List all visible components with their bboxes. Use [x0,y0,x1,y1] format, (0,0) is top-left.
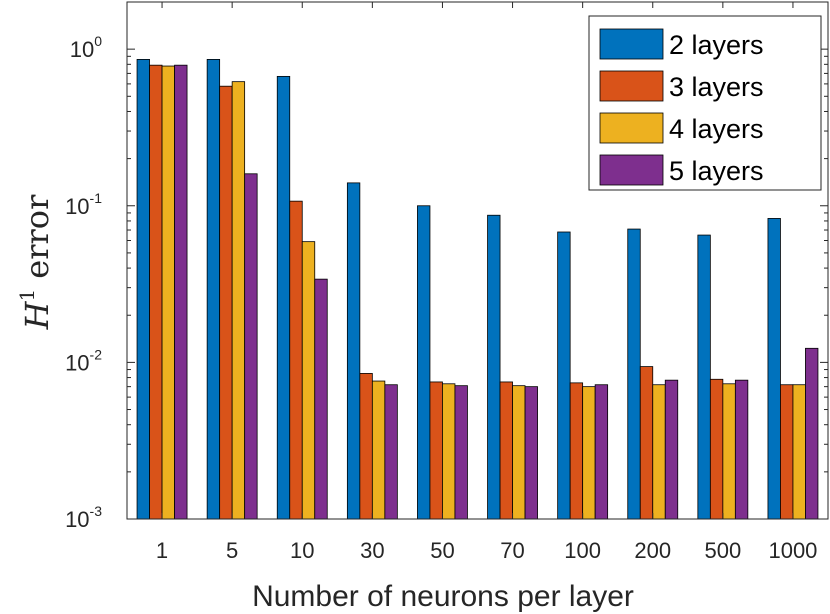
bar-5-layers-500 [734,379,749,520]
y-axis-label-rest: error [18,194,56,279]
bar-4-layers-50 [442,383,456,520]
x-tick-label: 30 [360,538,384,563]
legend-label-2-layers: 2 layers [669,30,764,60]
y-tick-exponent: -3 [90,503,103,519]
x-tick-label: 10 [290,538,314,563]
y-tick-exponent: -2 [90,346,103,362]
x-tick-labels: 1 5 10 30 50 70 100 200 500 1000 [156,538,818,563]
bar-3-layers-100 [569,382,584,520]
y-tick-exponent: 0 [94,33,102,49]
bar-2-layers-50 [417,205,431,520]
legend: 2 layers 3 layers 4 layers 5 layers [588,15,822,191]
bar-5-layers-10 [314,278,328,520]
bar-4-layers-70 [512,385,526,520]
y-tick-label: 10-2 [65,346,102,375]
bar-4-layers-5 [231,81,246,520]
y-tick-base: 10 [65,194,89,219]
x-tick-label: 5 [226,538,238,563]
x-tick-label: 70 [500,538,524,563]
bar-2-layers-1 [136,59,150,520]
legend-swatch-4-layers [599,112,664,144]
bar-4-layers-1000 [792,384,806,520]
legend-label-4-layers: 4 layers [669,114,764,144]
bar-4-layers-10 [301,241,316,520]
bar-5-layers-5 [244,173,258,520]
x-axis-label: Number of neurons per layer [252,580,634,613]
bar-2-layers-5 [206,59,221,520]
bar-5-layers-30 [384,384,398,520]
bar-2-layers-500 [697,234,711,520]
bar-3-layers-70 [499,381,513,520]
bar-3-layers-1000 [780,384,794,520]
y-axis-label-sup: 1 [15,289,39,302]
bar-4-layers-200 [652,384,666,520]
bar-4-layers-100 [582,386,596,520]
bar-5-layers-100 [594,384,609,520]
bar-2-layers-200 [627,228,641,520]
bar-3-layers-10 [289,200,303,520]
y-axis-label-main: H [18,300,56,330]
bar-2-layers-100 [557,231,571,520]
y-tick-base: 10 [65,350,89,375]
bar-4-layers-30 [371,380,386,520]
bar-5-layers-1 [174,64,188,520]
bar-5-layers-70 [524,386,538,520]
bar-5-layers-200 [664,379,679,520]
axes-box [126,1,829,520]
x-tick-label: 100 [564,538,601,563]
bar-3-layers-50 [429,381,443,520]
bar-3-layers-30 [359,373,373,520]
axes-layer [126,1,829,520]
x-tick-label: 500 [704,538,741,563]
bar-2-layers-10 [276,75,291,520]
y-tick-exponent: -1 [90,190,103,206]
svg-text:H1error: H1 error [15,194,56,330]
x-tick-label: 50 [430,538,454,563]
bar-5-layers-1000 [805,347,819,520]
bar-3-layers-5 [219,85,233,520]
bar-4-layers-500 [722,383,736,520]
y-tick-label: 10-1 [65,190,102,219]
x-tick-label: 1 [156,538,168,563]
bar-3-layers-500 [709,378,724,520]
y-tick-label: 10-3 [65,503,102,532]
bar-2-layers-1000 [767,218,781,520]
y-tick-base: 10 [65,507,89,532]
bar-2-layers-30 [346,182,361,520]
bar-3-layers-1 [149,64,163,520]
bars-layer [136,59,819,520]
legend-label-5-layers: 5 layers [669,156,764,186]
bar-2-layers-70 [487,214,501,520]
x-tick-label: 1000 [768,538,817,563]
bar-5-layers-50 [454,385,468,520]
bar-4-layers-1 [161,65,175,520]
y-tick-label: 100 [70,33,102,62]
y-tick-base: 10 [70,37,94,62]
legend-label-3-layers: 3 layers [669,72,764,102]
legend-swatch-3-layers [599,70,664,102]
y-axis-label: H1 error [15,194,56,330]
legend-swatch-2-layers [599,28,664,60]
x-tick-label: 200 [634,538,671,563]
bar-3-layers-200 [639,366,654,520]
legend-swatch-5-layers [599,154,664,186]
